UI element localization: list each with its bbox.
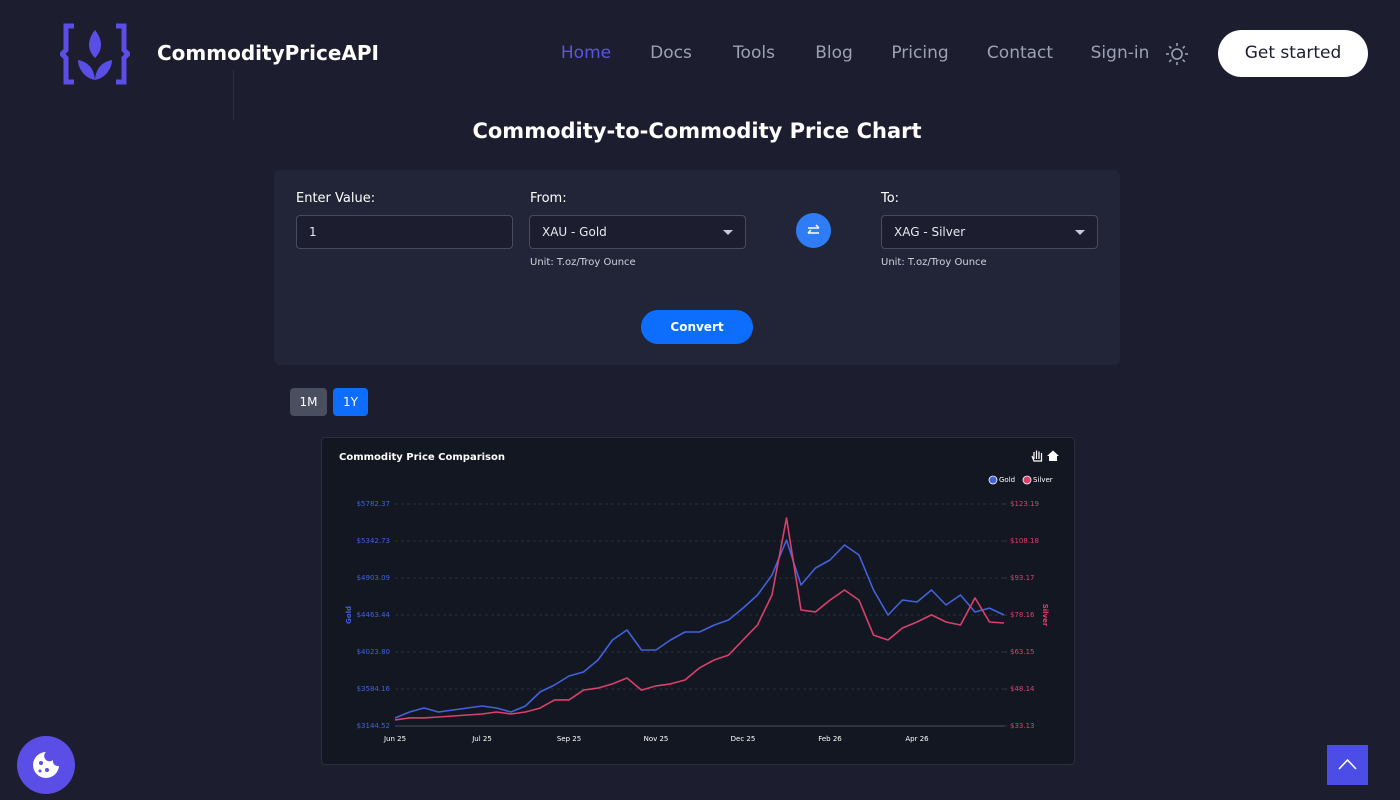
series-line bbox=[394, 539, 1005, 719]
from-select[interactable]: XAU - Gold bbox=[529, 215, 746, 249]
value-label: Enter Value: bbox=[296, 191, 376, 206]
y-tick-label: $4023.80 bbox=[357, 648, 390, 656]
x-tick-label: Nov 25 bbox=[644, 735, 669, 743]
caret bbox=[1075, 230, 1085, 235]
y2-tick-label: $123.19 bbox=[1010, 500, 1039, 508]
y-tick-label: $4463.44 bbox=[357, 611, 391, 619]
chart: Commodity Price Comparison $3144.52 $3584… bbox=[339, 450, 1059, 743]
page-title: Commodity-to-Commodity Price Chart bbox=[472, 119, 922, 143]
y2-tick-label: $48.14 bbox=[1010, 685, 1035, 693]
x-tick-label: Jun 25 bbox=[383, 735, 406, 743]
nav-link[interactable]: Tools bbox=[733, 43, 775, 63]
convert-button[interactable]: Convert bbox=[641, 310, 753, 344]
legend-label: Silver bbox=[1033, 476, 1053, 484]
x-tick-label: Feb 26 bbox=[818, 735, 842, 743]
nav-link[interactable]: Sign-in bbox=[1090, 43, 1150, 63]
scroll-top-button[interactable] bbox=[1327, 745, 1368, 785]
y2-tick-label: $63.15 bbox=[1010, 648, 1035, 656]
x-tick-label: Apr 26 bbox=[905, 735, 929, 743]
nav-link[interactable]: Contact bbox=[986, 43, 1054, 63]
value-input[interactable]: 1 bbox=[296, 215, 513, 249]
nav-link[interactable]: Home bbox=[560, 43, 612, 63]
series-line bbox=[394, 517, 1005, 721]
theme-toggle[interactable] bbox=[1165, 42, 1189, 66]
y-tick-label: $5342.73 bbox=[357, 537, 390, 545]
range-button[interactable]: 1M bbox=[290, 388, 327, 416]
y-tick-label: $5782.37 bbox=[357, 500, 390, 508]
y2-tick-label: $108.18 bbox=[1010, 537, 1039, 545]
from-label: From: bbox=[530, 191, 567, 206]
divider bbox=[233, 70, 234, 120]
brand[interactable]: CommodityPriceAPI bbox=[157, 41, 379, 65]
legend-marker bbox=[988, 475, 998, 485]
legend-marker bbox=[1022, 475, 1032, 485]
get-started-button[interactable]: Get started bbox=[1218, 30, 1368, 77]
to-value: XAG - Silver bbox=[894, 225, 966, 239]
y2-tick-label: $78.16 bbox=[1010, 611, 1035, 619]
y-tick-label: $3584.16 bbox=[357, 685, 391, 693]
from-value: XAU - Gold bbox=[542, 225, 607, 239]
to-select[interactable]: XAG - Silver bbox=[881, 215, 1098, 249]
nav-link[interactable]: Docs bbox=[650, 43, 692, 63]
to-unit: Unit: T.oz/Troy Ounce bbox=[881, 257, 987, 268]
y-tick-label: $3144.52 bbox=[357, 722, 390, 730]
to-label: To: bbox=[881, 191, 900, 206]
y-tick-label: $4903.09 bbox=[357, 574, 390, 582]
logo[interactable] bbox=[60, 22, 130, 86]
y2-tick-label: $33.13 bbox=[1010, 722, 1035, 730]
chart-toolbar[interactable] bbox=[1031, 450, 1059, 462]
cookie-button[interactable] bbox=[17, 736, 75, 794]
from-unit: Unit: T.oz/Troy Ounce bbox=[530, 257, 636, 268]
chart-title: Commodity Price Comparison bbox=[339, 452, 505, 463]
y-axis-label: Gold bbox=[345, 606, 353, 624]
y2-tick-label: $93.17 bbox=[1010, 574, 1035, 582]
range-button[interactable]: 1Y bbox=[333, 388, 368, 416]
nav-link[interactable]: Pricing bbox=[891, 43, 949, 63]
legend-label: Gold bbox=[999, 476, 1015, 484]
swap-button[interactable] bbox=[796, 213, 831, 248]
x-tick-label: Dec 25 bbox=[731, 735, 756, 743]
x-tick-label: Sep 25 bbox=[557, 735, 581, 743]
x-tick-label: Jul 25 bbox=[471, 735, 492, 743]
y2-axis-label: Silver bbox=[1041, 604, 1049, 627]
nav-link[interactable]: Blog bbox=[815, 43, 853, 63]
caret bbox=[723, 230, 733, 235]
